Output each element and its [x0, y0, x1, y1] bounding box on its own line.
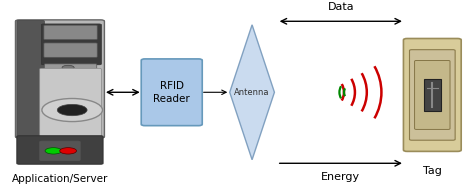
FancyBboxPatch shape — [415, 60, 450, 129]
Circle shape — [57, 104, 87, 116]
Text: Antenna: Antenna — [234, 88, 270, 97]
Text: Tag: Tag — [423, 166, 442, 176]
FancyBboxPatch shape — [410, 50, 455, 140]
FancyBboxPatch shape — [17, 136, 103, 164]
FancyBboxPatch shape — [141, 59, 202, 126]
Circle shape — [62, 65, 74, 70]
FancyBboxPatch shape — [17, 20, 45, 137]
FancyBboxPatch shape — [424, 79, 441, 111]
Circle shape — [45, 148, 62, 154]
Text: Energy: Energy — [321, 172, 360, 182]
Circle shape — [42, 99, 102, 122]
FancyBboxPatch shape — [44, 25, 97, 40]
FancyBboxPatch shape — [16, 20, 104, 138]
FancyBboxPatch shape — [403, 39, 461, 151]
FancyBboxPatch shape — [45, 64, 97, 71]
Text: Data: Data — [328, 2, 354, 12]
Circle shape — [60, 148, 76, 154]
Polygon shape — [230, 25, 274, 160]
FancyBboxPatch shape — [40, 68, 101, 137]
FancyBboxPatch shape — [44, 43, 97, 57]
FancyBboxPatch shape — [41, 24, 101, 65]
FancyBboxPatch shape — [40, 141, 80, 161]
Text: RFID
Reader: RFID Reader — [154, 81, 190, 104]
Text: Application/Server: Application/Server — [12, 174, 108, 184]
